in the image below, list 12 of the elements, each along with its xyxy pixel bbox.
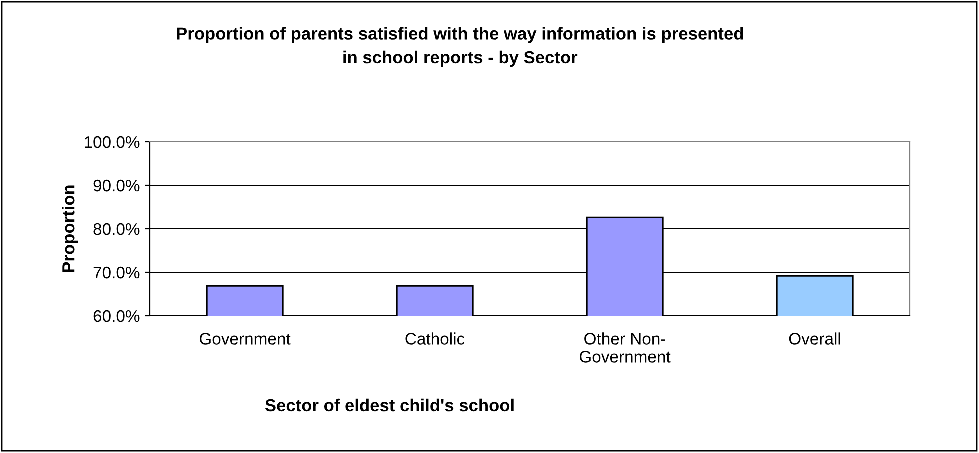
x-tick-label: Overall (789, 332, 840, 345)
y-axis-title: Proportion (62, 186, 78, 272)
x-tick-label: Government (200, 333, 291, 345)
chart-title: Proportion of parents satisfied with the way information is presented in school reports - by Sector (177, 27, 744, 68)
x-axis-title: Sector of eldest child's school (265, 398, 514, 412)
y-tick-label: 90.0% (94, 180, 140, 192)
y-tick-label: 60.0% (94, 310, 140, 322)
y-tick-label: 80.0% (94, 223, 140, 236)
y-tick-label: 70.0% (94, 266, 140, 279)
x-tick-label: Other Non- Government (580, 332, 671, 363)
y-tick-label: 100.0% (85, 136, 140, 148)
x-tick-label: Catholic (406, 332, 465, 345)
